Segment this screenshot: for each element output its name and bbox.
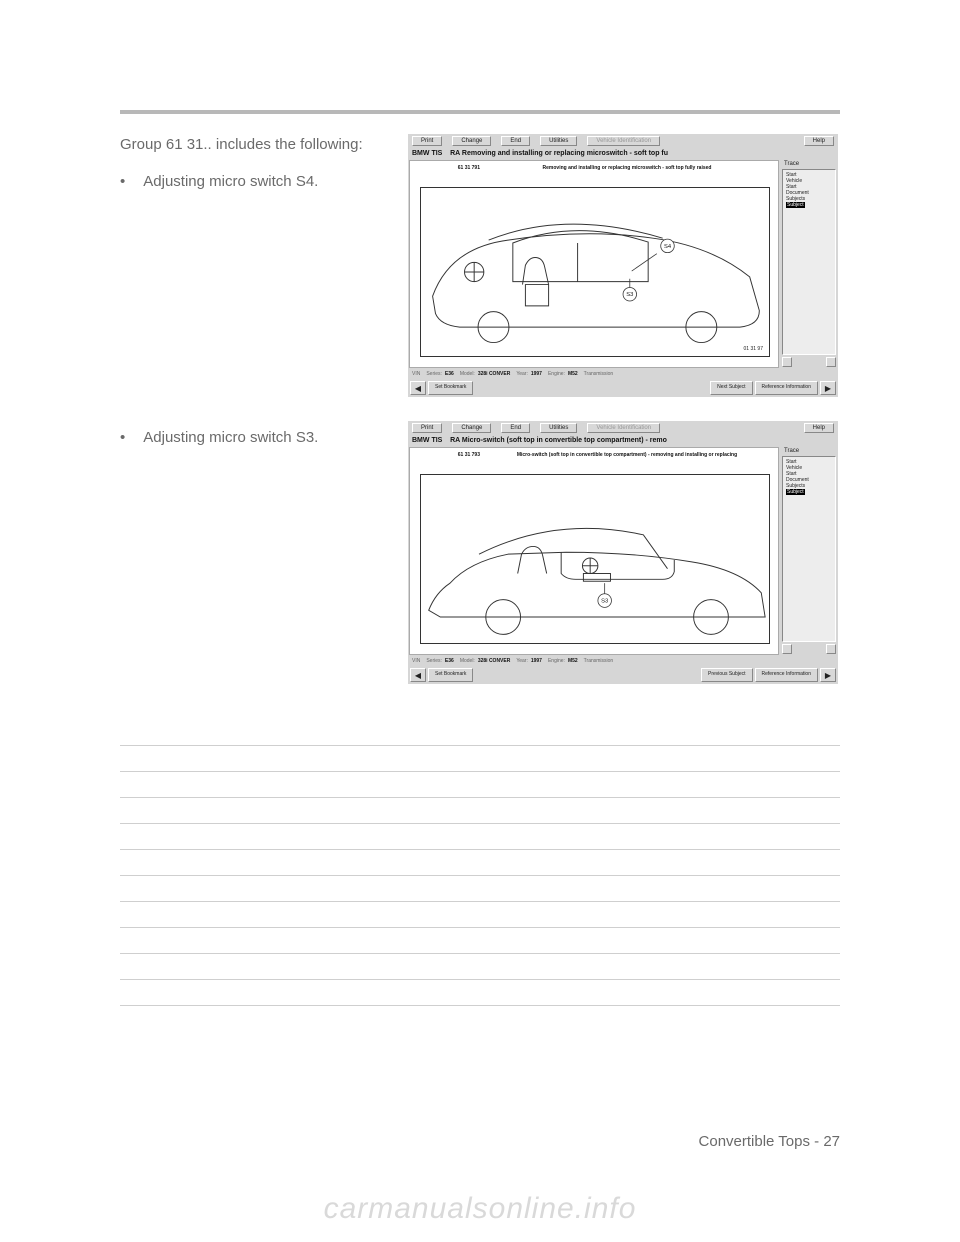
- figtitle-2: Micro-switch (soft top in convertible to…: [496, 452, 758, 458]
- figtitle-1: Removing and installing or replacing mic…: [496, 165, 758, 171]
- trace-item-selected[interactable]: Subject: [786, 202, 805, 208]
- tis-menubar: Print Change End Utilities Vehicle Ident…: [408, 421, 838, 435]
- tis-menubar: Print Change End Utilities Vehicle Ident…: [408, 134, 838, 148]
- menu-end[interactable]: End: [501, 136, 530, 146]
- menu-print[interactable]: Print: [412, 423, 442, 433]
- row-s4: Group 61 31.. includes the following: • …: [120, 134, 840, 397]
- note-line: [120, 824, 840, 850]
- nav-reference[interactable]: Reference Information: [755, 668, 818, 682]
- note-line: [120, 928, 840, 954]
- tis-trace-panel: Trace Start Vehicle Start Document Subje…: [780, 159, 838, 369]
- menu-print[interactable]: Print: [412, 136, 442, 146]
- menu-utilities[interactable]: Utilities: [540, 136, 577, 146]
- trace-item-selected[interactable]: Subject: [786, 489, 805, 495]
- tis-doctitle-1: RA Removing and installing or replacing …: [450, 150, 668, 157]
- menu-help[interactable]: Help: [804, 423, 834, 433]
- text-col-2: • Adjusting micro switch S3.: [120, 421, 390, 684]
- nav-set-bookmark[interactable]: Set Bookmark: [428, 668, 473, 682]
- page-footer: Convertible Tops - 27: [699, 1133, 840, 1150]
- bullet-s3-text: Adjusting micro switch S3.: [143, 427, 318, 448]
- tis-figure-2: 61 31 793 Micro-switch (soft top in conv…: [409, 447, 779, 655]
- car-drawing-2: S3: [421, 475, 769, 643]
- tis-brand: BMW TIS: [412, 150, 442, 157]
- top-divider: [120, 110, 840, 114]
- intro-text: Group 61 31.. includes the following:: [120, 134, 390, 155]
- trace-label: Trace: [780, 446, 838, 454]
- callout-s3b: S3: [601, 599, 608, 605]
- bullet-s4-text: Adjusting micro switch S4.: [143, 171, 318, 192]
- figbox-2: S3: [420, 474, 770, 644]
- nav-center-2[interactable]: Previous Subject: [701, 668, 753, 682]
- note-line: [120, 798, 840, 824]
- note-line: [120, 876, 840, 902]
- trace-scrollbtn[interactable]: [782, 644, 792, 654]
- menu-change[interactable]: Change: [452, 136, 491, 146]
- car-drawing-1: S4 S3: [421, 188, 769, 356]
- menu-vehicle: Vehicle Identification: [587, 136, 660, 146]
- callout-s3a: S3: [626, 292, 633, 298]
- trace-list[interactable]: Start Vehicle Start Document Subjects Su…: [782, 169, 836, 355]
- tis-bottombar: ◀ Set Bookmark Next Subject Reference In…: [408, 379, 838, 397]
- trace-list[interactable]: Start Vehicle Start Document Subjects Su…: [782, 456, 836, 642]
- note-lines: [120, 720, 840, 1006]
- fignum-2: 61 31 793: [430, 452, 480, 458]
- tis-app-1: Print Change End Utilities Vehicle Ident…: [408, 134, 838, 397]
- note-line: [120, 746, 840, 772]
- note-line: [120, 850, 840, 876]
- screenshot-1: Print Change End Utilities Vehicle Ident…: [408, 134, 840, 397]
- figbox-1: S4 S3 01 31 97: [420, 187, 770, 357]
- nav-next-arrow[interactable]: ▶: [820, 381, 836, 395]
- text-col-1: Group 61 31.. includes the following: • …: [120, 134, 390, 397]
- nav-center-1[interactable]: Next Subject: [710, 381, 752, 395]
- imgnum-1: 01 31 97: [744, 346, 763, 352]
- watermark: carmanualsonline.info: [120, 1192, 840, 1226]
- tis-statusbar: VIN Series:E36 Model:328i CONVER Year:19…: [408, 656, 838, 666]
- row-s3: • Adjusting micro switch S3. Print Chang…: [120, 421, 840, 684]
- nav-prev-arrow[interactable]: ◀: [410, 381, 426, 395]
- bullet-dot: •: [120, 427, 125, 448]
- tis-figure-1: 61 31 791 Removing and installing or rep…: [409, 160, 779, 368]
- menu-help[interactable]: Help: [804, 136, 834, 146]
- tis-statusbar: VIN Series:E36 Model:328i CONVER Year:19…: [408, 369, 838, 379]
- nav-prev-arrow[interactable]: ◀: [410, 668, 426, 682]
- tis-app-2: Print Change End Utilities Vehicle Ident…: [408, 421, 838, 684]
- nav-set-bookmark[interactable]: Set Bookmark: [428, 381, 473, 395]
- tis-title-1: BMW TIS RA Removing and installing or re…: [408, 148, 838, 159]
- tis-title-2: BMW TIS RA Micro-switch (soft top in con…: [408, 435, 838, 446]
- trace-scrollbtn[interactable]: [826, 357, 836, 367]
- trace-scrollbtn[interactable]: [782, 357, 792, 367]
- note-line: [120, 772, 840, 798]
- trace-scrollbtn[interactable]: [826, 644, 836, 654]
- menu-utilities[interactable]: Utilities: [540, 423, 577, 433]
- menu-vehicle: Vehicle Identification: [587, 423, 660, 433]
- tis-trace-panel: Trace Start Vehicle Start Document Subje…: [780, 446, 838, 656]
- bullet-s3: • Adjusting micro switch S3.: [120, 427, 390, 448]
- nav-next-arrow[interactable]: ▶: [820, 668, 836, 682]
- callout-s4: S4: [664, 244, 672, 250]
- tis-bottombar: ◀ Set Bookmark Previous Subject Referenc…: [408, 666, 838, 684]
- bullet-dot: •: [120, 171, 125, 192]
- trace-label: Trace: [780, 159, 838, 167]
- screenshot-2: Print Change End Utilities Vehicle Ident…: [408, 421, 840, 684]
- note-line: [120, 980, 840, 1006]
- menu-change[interactable]: Change: [452, 423, 491, 433]
- menu-end[interactable]: End: [501, 423, 530, 433]
- tis-doctitle-2: RA Micro-switch (soft top in convertible…: [450, 437, 667, 444]
- fignum-1: 61 31 791: [430, 165, 480, 171]
- tis-brand: BMW TIS: [412, 437, 442, 444]
- note-line: [120, 954, 840, 980]
- bullet-s4: • Adjusting micro switch S4.: [120, 171, 390, 192]
- note-line: [120, 902, 840, 928]
- note-line: [120, 720, 840, 746]
- nav-reference[interactable]: Reference Information: [755, 381, 818, 395]
